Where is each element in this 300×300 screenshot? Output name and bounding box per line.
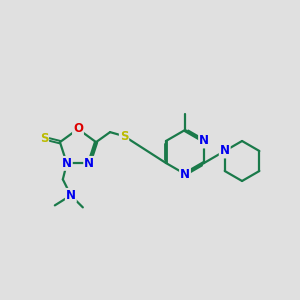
Text: O: O [73,122,83,136]
Text: N: N [199,134,209,148]
Text: S: S [40,132,48,145]
Text: S: S [120,130,128,142]
Text: N: N [62,157,72,170]
Text: N: N [84,157,94,170]
Text: N: N [220,145,230,158]
Text: N: N [66,189,76,202]
Text: N: N [180,167,190,181]
